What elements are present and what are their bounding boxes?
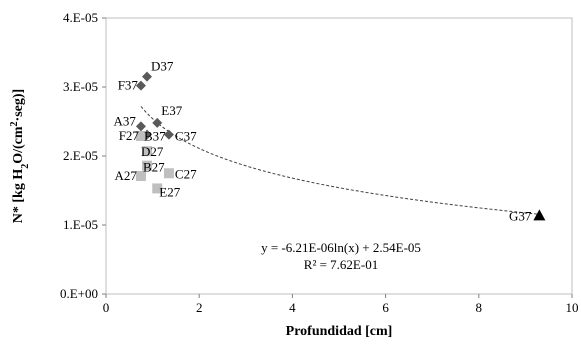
data-point-g37: [533, 209, 546, 221]
data-point-b27: [142, 160, 153, 171]
y-tick-label: 1.E-05: [63, 217, 98, 232]
point-label-c37: C37: [175, 129, 197, 144]
y-tick-label: 0.E+00: [60, 286, 98, 301]
point-label-e27: E27: [159, 184, 180, 199]
axes: 0 2 4 6 8 10 0.E+00 1.E-05 2.E-05 3.E-05 4.E-05: [60, 10, 579, 315]
x-tick-label: 6: [382, 300, 389, 315]
data-point-d27: [142, 146, 153, 157]
point-label-b37: B37: [144, 129, 166, 144]
x-tick-label: 0: [103, 300, 110, 315]
point-label-f37: F37: [118, 78, 139, 93]
x-tick-label: 4: [289, 300, 296, 315]
point-label-a37: A37: [114, 113, 137, 128]
y-tick-label: 4.E-05: [63, 10, 98, 25]
point-label-e37: E37: [161, 103, 182, 118]
data-point-f37: [135, 80, 146, 91]
data-point-e27: [152, 183, 163, 194]
y-axis-title: N* [kg H2O/(cm2·seg)]: [9, 89, 31, 223]
trendline-r2: R² = 7.62E-01: [304, 257, 378, 272]
point-label-a27: A27: [115, 168, 138, 183]
x-axis-title: Profundidad [cm]: [286, 324, 393, 339]
y-tick-label: 3.E-05: [63, 79, 98, 94]
point-label-f27: F27: [119, 128, 140, 143]
data-point-d37: [142, 71, 153, 82]
point-label-c27: C27: [175, 166, 197, 181]
y-tick-label: 2.E-05: [63, 148, 98, 163]
data-point-a27: [135, 171, 146, 182]
x-tick-label: 2: [196, 300, 203, 315]
data-point-a37: [135, 121, 146, 132]
point-label-d27: D27: [141, 144, 164, 159]
point-label-g37: G37: [509, 208, 532, 223]
trendline-equation: y = -6.21E-06ln(x) + 2.54E-05: [261, 240, 421, 255]
data-point-c27: [163, 168, 174, 179]
trendline: [140, 106, 540, 215]
x-tick-label: 10: [566, 300, 579, 315]
data-point-f27: [135, 130, 146, 141]
data-point-c37: [163, 129, 174, 140]
x-tick-label: 8: [476, 300, 483, 315]
point-label-b27: B27: [143, 160, 165, 175]
data-points: [135, 71, 546, 221]
point-label-d37: D37: [151, 59, 174, 74]
data-point-e37: [152, 117, 163, 128]
